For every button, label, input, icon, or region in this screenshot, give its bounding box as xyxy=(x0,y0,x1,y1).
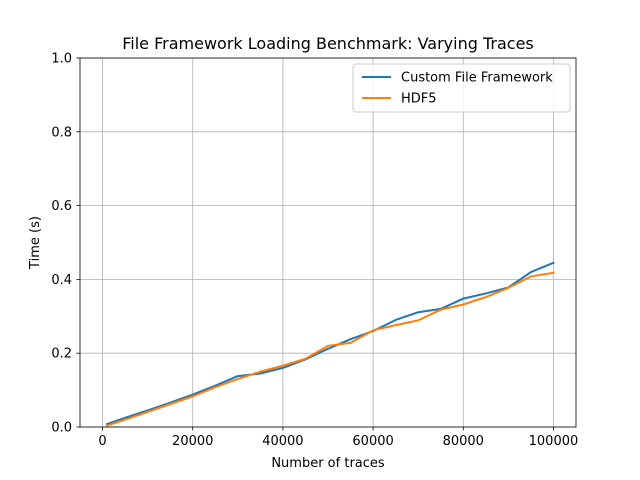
y-tick-label: 1.0 xyxy=(51,52,72,67)
y-tick-label: 0.6 xyxy=(51,199,72,214)
ticks: 0 20000 40000 60000 80000 100000 0.0 0.2 0.4 0.6 0… xyxy=(51,52,578,450)
legend-label-hdf5: HDF5 xyxy=(401,92,437,107)
x-tick-label: 0 xyxy=(98,434,106,449)
gridlines xyxy=(80,57,576,428)
y-tick-label: 0.8 xyxy=(51,125,72,140)
series-line-custom-file-framework xyxy=(105,261,555,426)
legend-label-custom-file-framework: Custom File Framework xyxy=(401,71,553,86)
series-layer xyxy=(105,261,555,427)
legend-box xyxy=(352,63,571,113)
y-axis-label: Time (s) xyxy=(28,216,43,270)
x-tick-label: 100000 xyxy=(529,434,579,449)
x-tick-label: 80000 xyxy=(443,434,484,449)
y-tick-label: 0.0 xyxy=(51,421,72,436)
x-tick-label: 40000 xyxy=(262,434,303,449)
series-line-hdf5 xyxy=(105,271,555,427)
chart-title: File Framework Loading Benchmark: Varyin… xyxy=(122,34,534,53)
x-tick-label: 20000 xyxy=(172,434,213,449)
legend: Custom File Framework HDF5 xyxy=(352,63,571,113)
y-tick-label: 0.2 xyxy=(51,347,72,362)
y-tick-label: 0.4 xyxy=(51,273,72,288)
x-tick-label: 60000 xyxy=(352,434,393,449)
x-axis-label: Number of traces xyxy=(271,456,385,471)
plot-frame xyxy=(79,57,577,428)
